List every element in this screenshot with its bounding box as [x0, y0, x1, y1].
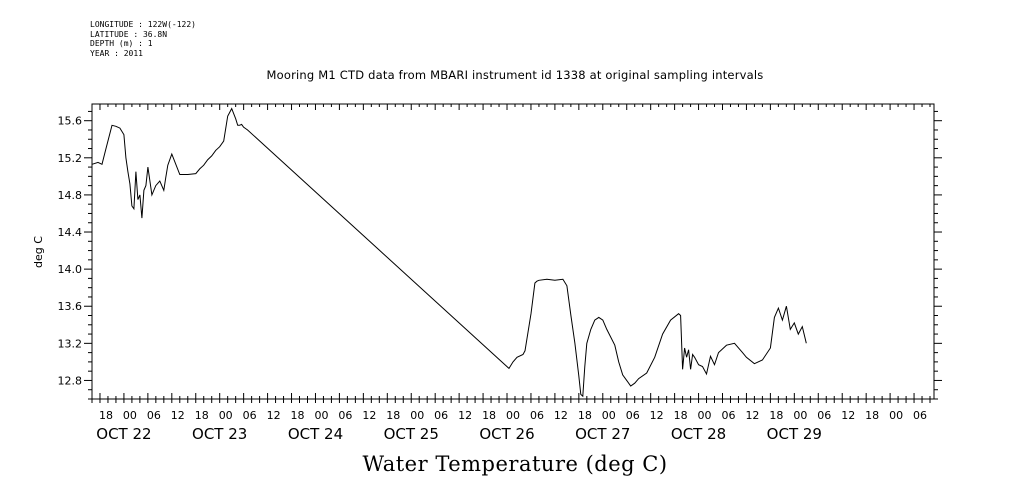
x-day-label: OCT 24 [288, 425, 343, 443]
x-tick-label: 18 [291, 409, 305, 422]
year-label: YEAR : 2011 [90, 48, 143, 58]
axis-labels: 12.8 13.2 13.6 14.0 14.4 14.8 15.2 15.6 18 00 06 12… [58, 115, 928, 443]
x-tick-label: 00 [314, 409, 328, 422]
axis-ticks [84, 104, 942, 403]
x-tick-label: 12 [745, 409, 759, 422]
x-tick-label: 12 [650, 409, 664, 422]
x-tick-label: 18 [769, 409, 783, 422]
x-day-label: OCT 23 [192, 425, 247, 443]
x-tick-label: 06 [722, 409, 736, 422]
y-tick-label: 15.2 [58, 152, 83, 165]
latitude-label: LATITUDE : 36.8N [90, 29, 168, 39]
x-tick-label: 00 [506, 409, 520, 422]
x-tick-label: 18 [482, 409, 496, 422]
y-axis-label: deg C [32, 236, 45, 268]
x-tick-label: 18 [99, 409, 113, 422]
x-day-label: OCT 26 [479, 425, 534, 443]
longitude-label: LONGITUDE : 122W(-122) [90, 20, 196, 29]
x-day-label: OCT 27 [575, 425, 630, 443]
x-tick-label: 12 [841, 409, 855, 422]
x-tick-label: 06 [913, 409, 927, 422]
x-tick-label: 00 [793, 409, 807, 422]
x-tick-label: 06 [434, 409, 448, 422]
x-tick-label: 00 [889, 409, 903, 422]
x-tick-label: 18 [578, 409, 592, 422]
x-day-label: OCT 28 [671, 425, 726, 443]
x-tick-label: 12 [267, 409, 281, 422]
plot-frame [91, 103, 935, 400]
x-tick-label: 00 [698, 409, 712, 422]
x-tick-label: 00 [602, 409, 616, 422]
x-tick-label: 12 [554, 409, 568, 422]
x-tick-label: 12 [171, 409, 185, 422]
x-tick-label: 18 [195, 409, 209, 422]
x-day-label: OCT 22 [96, 425, 151, 443]
x-tick-label: 00 [219, 409, 233, 422]
x-tick-label: 06 [147, 409, 161, 422]
y-tick-label: 14.8 [58, 189, 83, 202]
x-tick-label: 12 [458, 409, 472, 422]
chart-title: Mooring M1 CTD data from MBARI instrumen… [266, 68, 764, 82]
temperature-series-line [91, 107, 807, 398]
x-tick-label: 06 [243, 409, 257, 422]
y-tick-label: 13.2 [58, 337, 83, 350]
metadata-block: LONGITUDE : 122W(-122) LATITUDE : 36.8N … [90, 20, 196, 58]
y-tick-label: 15.6 [58, 115, 83, 128]
x-tick-label: 06 [338, 409, 352, 422]
x-tick-label: 18 [386, 409, 400, 422]
y-tick-label: 14.0 [58, 263, 83, 276]
x-tick-label: 06 [817, 409, 831, 422]
depth-label: DEPTH (m) : 1 [90, 39, 153, 48]
x-tick-label: 00 [410, 409, 424, 422]
x-tick-label: 06 [626, 409, 640, 422]
x-tick-label: 18 [865, 409, 879, 422]
x-tick-label: 06 [530, 409, 544, 422]
y-tick-label: 12.8 [58, 374, 83, 387]
y-tick-label: 14.4 [58, 226, 83, 239]
x-tick-label: 12 [362, 409, 376, 422]
x-day-label: OCT 25 [384, 425, 439, 443]
chart-caption: Water Temperature (deg C) [362, 452, 668, 476]
y-tick-label: 13.6 [58, 300, 83, 313]
x-tick-label: 00 [123, 409, 137, 422]
x-day-label: OCT 29 [767, 425, 822, 443]
x-tick-label: 18 [674, 409, 688, 422]
